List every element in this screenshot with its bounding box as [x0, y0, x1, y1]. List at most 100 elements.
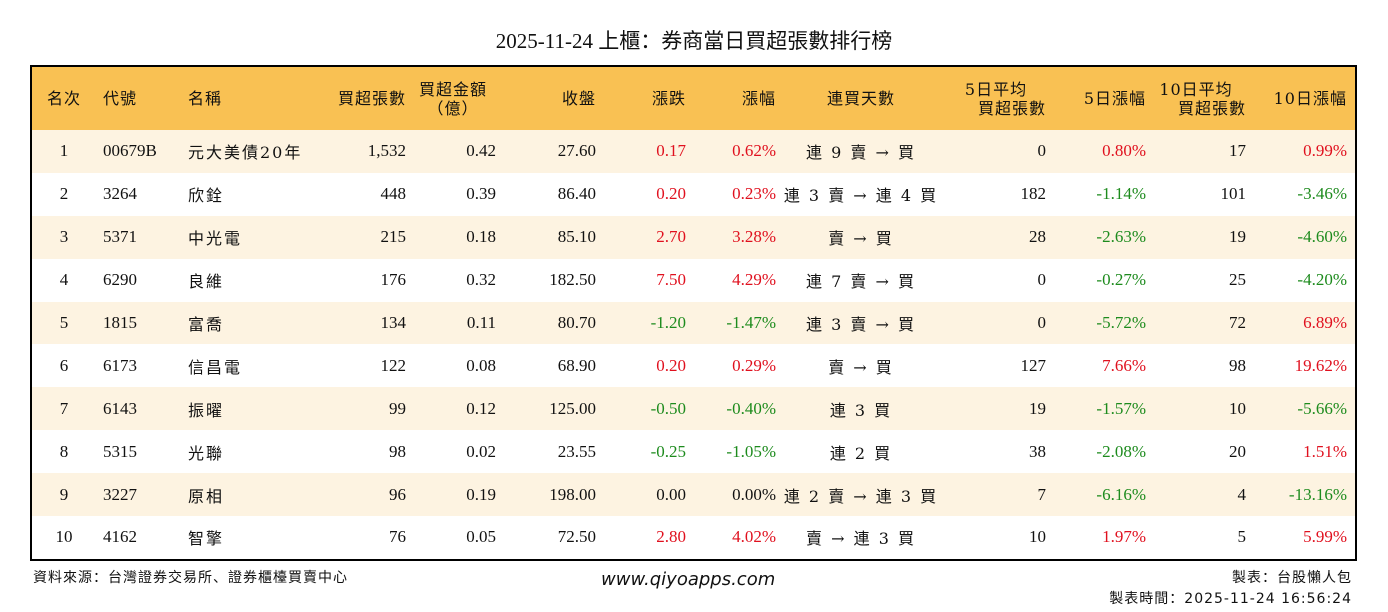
cell-close: 27.60 [557, 141, 596, 161]
header-net-buy-amount-line2: （億） [427, 98, 479, 118]
table-row: 7 6143 振曜 99 0.12 125.00 -0.50 -0.40% 連 3 買 19 -1.… [32, 387, 1355, 431]
cell-avg10: 4 [1237, 484, 1247, 504]
cell-code: 1815 [103, 313, 137, 332]
cell-net-buy-lots: 96 [389, 484, 406, 504]
cell-avg10: 25 [1229, 270, 1246, 290]
cell-code: 4162 [103, 527, 137, 547]
cell-streak: 連 2 賣 → 連 3 買 [783, 486, 939, 506]
cell-close: 23.55 [557, 441, 596, 461]
website-link[interactable]: www.qiyoapps.com [601, 569, 776, 590]
cell-pct10: 0.99% [1303, 141, 1347, 161]
cell-change-pct: 0.00% [732, 484, 776, 504]
table-body: 1 00679B 元大美債20年 1,532 0.42 27.60 0.17 0.62% 連 9… [32, 130, 1355, 559]
cell-pct5: -2.08% [1096, 441, 1146, 461]
cell-net-buy-lots: 215 [380, 227, 407, 247]
cell-change-pct: -1.47% [726, 313, 776, 332]
cell-net-buy-amount: 0.08 [466, 355, 496, 375]
cell-pct10: -3.46% [1297, 184, 1347, 204]
table-row: 4 6290 良維 176 0.32 182.50 7.50 4.29% 連 7 賣 → 買 0 -… [32, 258, 1355, 302]
header-avg10: 10日平均 買超張數 [1146, 67, 1246, 130]
header-change: 漲跌 [651, 89, 686, 108]
cell-change-pct: -1.05% [726, 441, 776, 461]
header-code: 代號 [103, 89, 138, 108]
cell-change-pct: 0.29% [732, 355, 776, 375]
cell-name: 良維 [188, 272, 225, 292]
cell-pct10: -4.60% [1297, 227, 1347, 247]
cell-avg5: 0 [1037, 313, 1047, 332]
cell-avg10: 20 [1229, 441, 1246, 461]
cell-rank: 5 [59, 313, 69, 332]
cell-change: 0.00 [656, 484, 686, 504]
cell-name: 信昌電 [188, 357, 243, 377]
table-row: 9 3227 原相 96 0.19 198.00 0.00 0.00% 連 2 賣 → 連 3 … [32, 473, 1355, 517]
cell-pct5: -0.27% [1096, 270, 1146, 290]
cell-change-pct: 0.23% [732, 184, 776, 204]
table-row: 10 4162 智擎 76 0.05 72.50 2.80 4.02% 賣 → 連 3 買 10 1… [32, 516, 1355, 559]
cell-pct10: -13.16% [1288, 484, 1347, 504]
cell-net-buy-amount: 0.42 [466, 141, 496, 161]
table-row: 8 5315 光聯 98 0.02 23.55 -0.25 -1.05% 連 2 買 38 -2.0… [32, 430, 1355, 474]
cell-name: 中光電 [188, 229, 243, 249]
cell-change: -0.50 [650, 398, 686, 418]
ranking-table: 名次 代號 名稱 買超張數 買超金額 （億） 收盤 漲跌 漲幅 連買天數 5日平… [32, 67, 1355, 559]
cell-avg10: 10 [1229, 398, 1246, 418]
cell-close: 86.40 [557, 184, 596, 204]
cell-avg5: 19 [1029, 398, 1046, 418]
cell-change: -1.20 [650, 313, 686, 332]
cell-avg10: 5 [1237, 527, 1247, 547]
cell-net-buy-lots: 76 [389, 527, 406, 547]
cell-net-buy-amount: 0.02 [466, 441, 496, 461]
header-avg10-line2: 買超張數 [1177, 98, 1246, 118]
cell-avg5: 38 [1029, 441, 1046, 461]
cell-net-buy-lots: 1,532 [367, 141, 406, 161]
header-name: 名稱 [188, 89, 223, 108]
cell-change: 0.17 [656, 141, 686, 161]
cell-streak: 賣 → 買 [828, 357, 894, 377]
cell-name: 振曜 [188, 400, 225, 420]
header-net-buy-lots: 買超張數 [337, 89, 406, 108]
cell-code: 6143 [103, 398, 137, 418]
cell-pct5: -2.63% [1096, 227, 1146, 247]
cell-streak: 賣 → 買 [828, 229, 894, 249]
cell-net-buy-amount: 0.18 [466, 227, 496, 247]
cell-net-buy-amount: 0.11 [466, 313, 496, 332]
cell-avg10: 19 [1229, 227, 1246, 247]
header-change-pct: 漲幅 [741, 89, 776, 108]
cell-name: 光聯 [188, 443, 225, 463]
cell-avg5: 0 [1037, 270, 1047, 290]
cell-avg10: 72 [1229, 313, 1246, 332]
cell-avg10: 101 [1220, 184, 1247, 204]
cell-code: 3264 [103, 184, 137, 204]
cell-net-buy-amount: 0.39 [466, 184, 496, 204]
table-row: 2 3264 欣銓 448 0.39 86.40 0.20 0.23% 連 3 賣 → 連 4 … [32, 172, 1355, 216]
cell-rank: 7 [59, 398, 69, 418]
cell-avg5: 127 [1020, 355, 1047, 375]
cell-close: 68.90 [557, 355, 596, 375]
header-avg5-line1: 5日平均 [964, 79, 1028, 99]
cell-close: 182.50 [549, 270, 596, 290]
cell-pct10: 19.62% [1294, 355, 1347, 375]
cell-rank: 9 [59, 484, 69, 504]
cell-pct10: -4.20% [1297, 270, 1347, 290]
cell-rank: 2 [59, 184, 69, 204]
cell-code: 5371 [103, 227, 137, 247]
header-pct5: 5日漲幅 [1083, 89, 1146, 108]
cell-pct10: 6.89% [1303, 313, 1347, 332]
table-header-row: 名次 代號 名稱 買超張數 買超金額 （億） 收盤 漲跌 漲幅 連買天數 5日平… [32, 67, 1355, 130]
ranking-table-container: 名次 代號 名稱 買超張數 買超金額 （億） 收盤 漲跌 漲幅 連買天數 5日平… [30, 65, 1357, 561]
cell-change: 0.20 [656, 184, 686, 204]
table-row: 6 6173 信昌電 122 0.08 68.90 0.20 0.29% 賣 → 買 127 7.6… [32, 344, 1355, 388]
header-net-buy-amount-line1: 買超金額 [418, 79, 487, 99]
cell-streak: 賣 → 連 3 買 [806, 529, 916, 549]
cell-pct10: 1.51% [1303, 441, 1347, 461]
cell-change-pct: 4.02% [732, 527, 776, 547]
header-net-buy-amount: 買超金額 （億） [406, 67, 506, 130]
cell-change-pct: 0.62% [732, 141, 776, 161]
cell-streak: 連 7 賣 → 買 [806, 272, 916, 292]
cell-close: 85.10 [557, 227, 596, 247]
cell-name: 元大美債20年 [188, 143, 303, 163]
header-avg10-line1: 10日平均 [1159, 79, 1233, 99]
cell-avg5: 28 [1029, 227, 1046, 247]
cell-pct10: -5.66% [1297, 398, 1347, 418]
cell-streak: 連 9 賣 → 買 [806, 143, 916, 163]
